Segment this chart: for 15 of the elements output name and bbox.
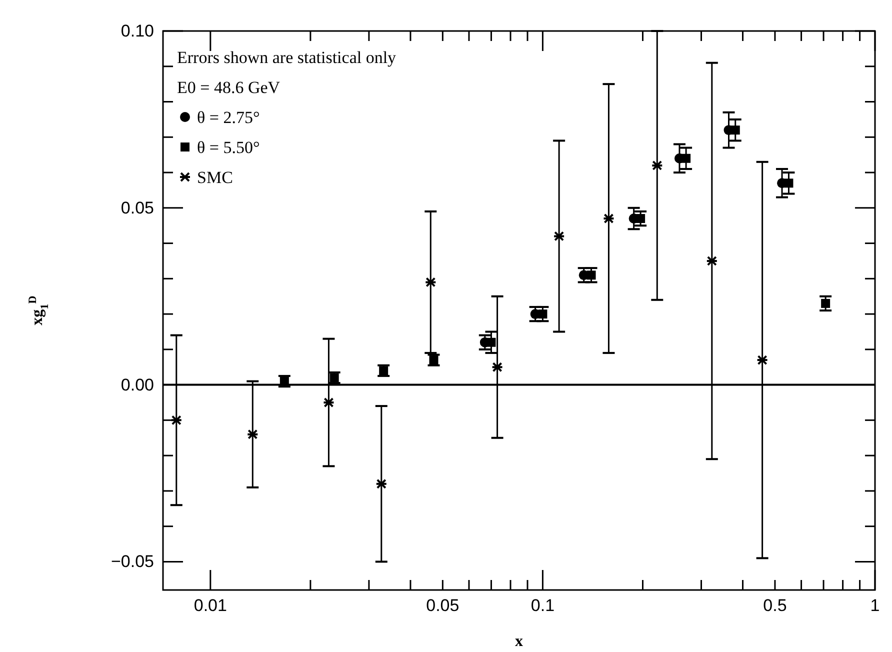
y-tick-label: 0.00 (120, 375, 154, 394)
y-tick-label: 0.05 (120, 198, 154, 218)
y-tick-label: 0.10 (120, 21, 154, 40)
annotation: E0 = 48.6 GeV (177, 78, 281, 97)
y-tick-label: −0.05 (110, 552, 154, 572)
x-tick-label: 0.01 (194, 596, 227, 616)
legend-label: SMC (197, 168, 233, 187)
x-tick-label: 0.5 (763, 596, 787, 616)
x-tick-label: 1 (870, 596, 880, 616)
annotation: Errors shown are statistical only (177, 48, 397, 67)
legend-label: θ = 2.75° (197, 108, 260, 127)
x-tick-label: 0.05 (426, 596, 460, 616)
x-axis-title: x (515, 633, 523, 650)
legend-label: θ = 5.50° (197, 138, 260, 157)
x-tick-label: 0.1 (530, 596, 555, 616)
